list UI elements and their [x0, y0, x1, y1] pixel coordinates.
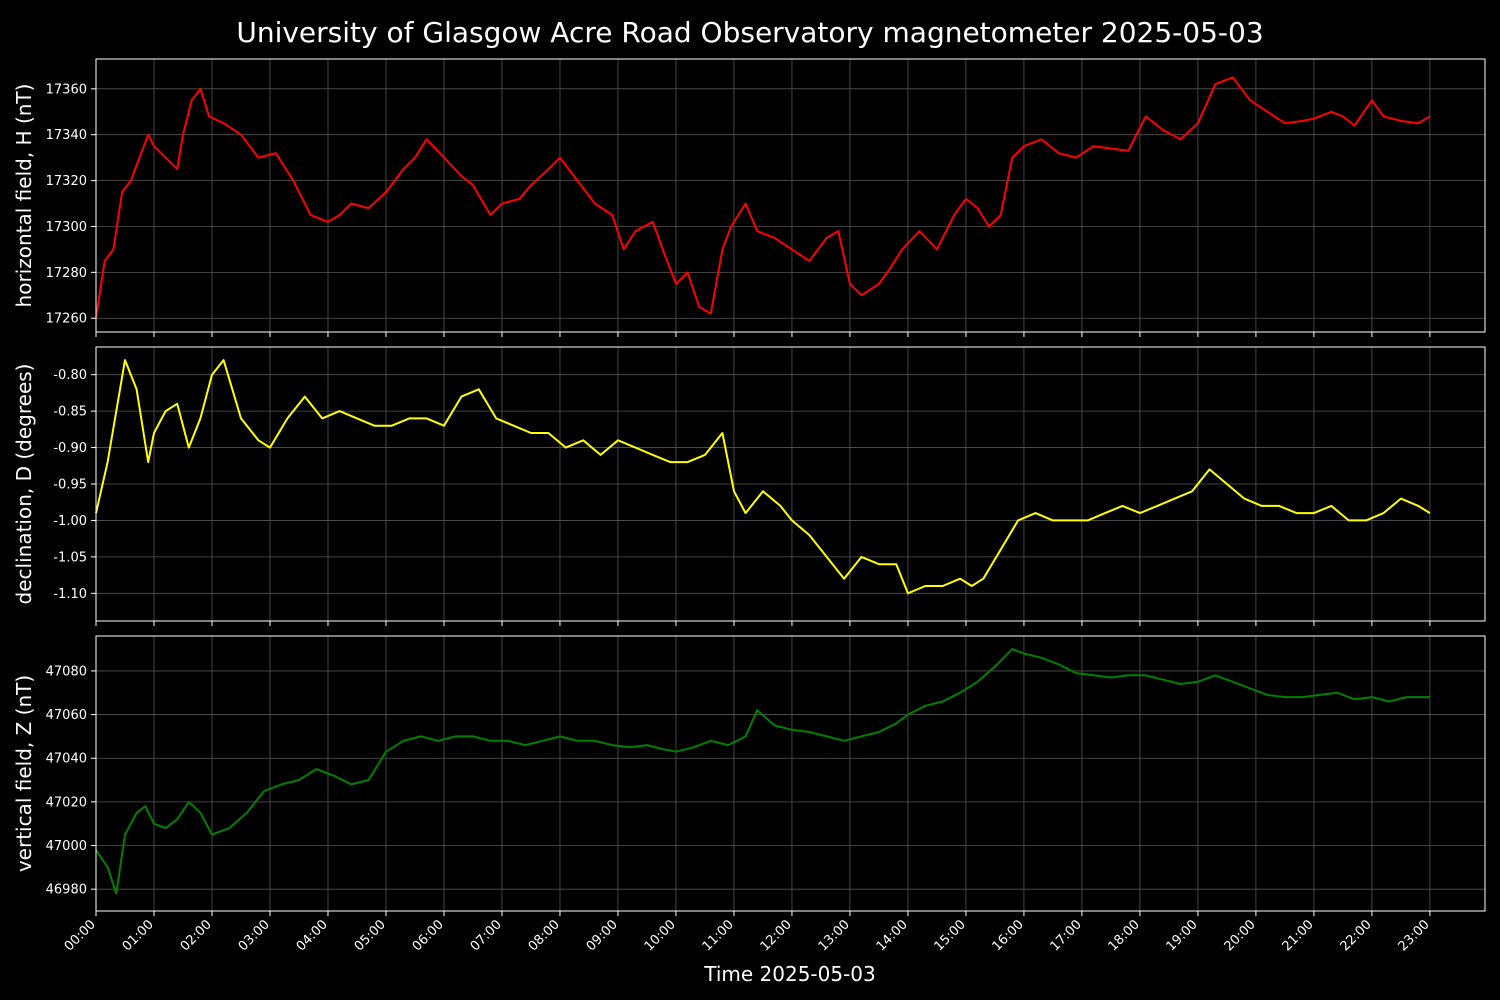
chart-title: University of Glasgow Acre Road Observat…: [236, 16, 1263, 49]
x-tick-label: 06:00: [410, 917, 447, 954]
series-line: [95, 648, 1430, 895]
x-tick-label: 19:00: [1164, 917, 1201, 954]
y-tick-label: 47040: [46, 752, 87, 767]
x-tick-label: 03:00: [236, 917, 273, 954]
y-axis-label: horizontal field, H (nT): [12, 84, 36, 308]
y-tick-label: 46980: [46, 883, 87, 898]
y-tick-label: 47020: [46, 795, 87, 810]
series-line: [95, 76, 1431, 319]
x-tick-label: 11:00: [700, 917, 737, 954]
x-tick-label: 09:00: [584, 917, 621, 954]
x-tick-label: 01:00: [120, 917, 157, 954]
x-tick-label: 16:00: [990, 917, 1027, 954]
y-tick-label: -0.90: [53, 441, 87, 456]
x-tick-label: 23:00: [1396, 917, 1433, 954]
x-tick-label: 14:00: [874, 917, 911, 954]
x-tick-label: 00:00: [62, 917, 99, 954]
series-line: [95, 359, 1431, 595]
y-tick-label: -1.10: [53, 587, 87, 602]
y-tick-label: -1.05: [53, 550, 87, 565]
x-tick-label: 22:00: [1338, 917, 1375, 954]
panel-frame: [95, 346, 1486, 622]
panel-1: 17260 17280 17300 17320 17340 17360 horizontal…: [12, 58, 1486, 337]
panel-3: 00:00 01:00 02:00 03:00 04:00 05:00 06:00 07:00…: [12, 635, 1486, 954]
x-tick-label: 17:00: [1048, 917, 1085, 954]
y-tick-label: 17360: [46, 82, 87, 97]
y-tick-label: 17300: [46, 220, 87, 235]
x-tick-label: 18:00: [1106, 917, 1143, 954]
y-tick-label: -0.85: [53, 405, 87, 420]
x-tick-label: 05:00: [352, 917, 389, 954]
y-tick-label: 17260: [46, 312, 87, 327]
x-tick-label: 07:00: [468, 917, 505, 954]
x-tick-label: 12:00: [758, 917, 795, 954]
y-tick-label: 47000: [46, 839, 87, 854]
y-tick-label: -0.80: [53, 368, 87, 383]
panel-2: -1.10 -1.05 -1.00 -0.95 -0.90 -0.85 -0.80 decli…: [12, 346, 1486, 626]
panel-frame: [95, 635, 1486, 912]
x-tick-label: 15:00: [932, 917, 969, 954]
x-tick-label: 13:00: [816, 917, 853, 954]
x-axis-label: Time 2025-05-03: [703, 962, 876, 986]
y-tick-label: 17340: [46, 128, 87, 143]
y-tick-label: -1.00: [53, 514, 87, 529]
x-tick-label: 10:00: [642, 917, 679, 954]
x-tick-label: 20:00: [1222, 917, 1259, 954]
x-tick-label: 08:00: [526, 917, 563, 954]
x-tick-label: 02:00: [178, 917, 215, 954]
chart-panels: 17260 17280 17300 17320 17340 17360 horizontal…: [12, 58, 1486, 954]
y-tick-label: 47080: [46, 664, 87, 679]
y-tick-label: 17320: [46, 174, 87, 189]
y-tick-label: -0.95: [53, 478, 87, 493]
y-axis-label: declination, D (degrees): [12, 364, 36, 605]
y-axis-label: vertical field, Z (nT): [12, 675, 36, 872]
y-tick-label: 47060: [46, 708, 87, 723]
x-tick-label: 21:00: [1280, 917, 1317, 954]
panel-frame: [95, 58, 1486, 333]
x-tick-label: 04:00: [294, 917, 331, 954]
y-tick-label: 17280: [46, 266, 87, 281]
